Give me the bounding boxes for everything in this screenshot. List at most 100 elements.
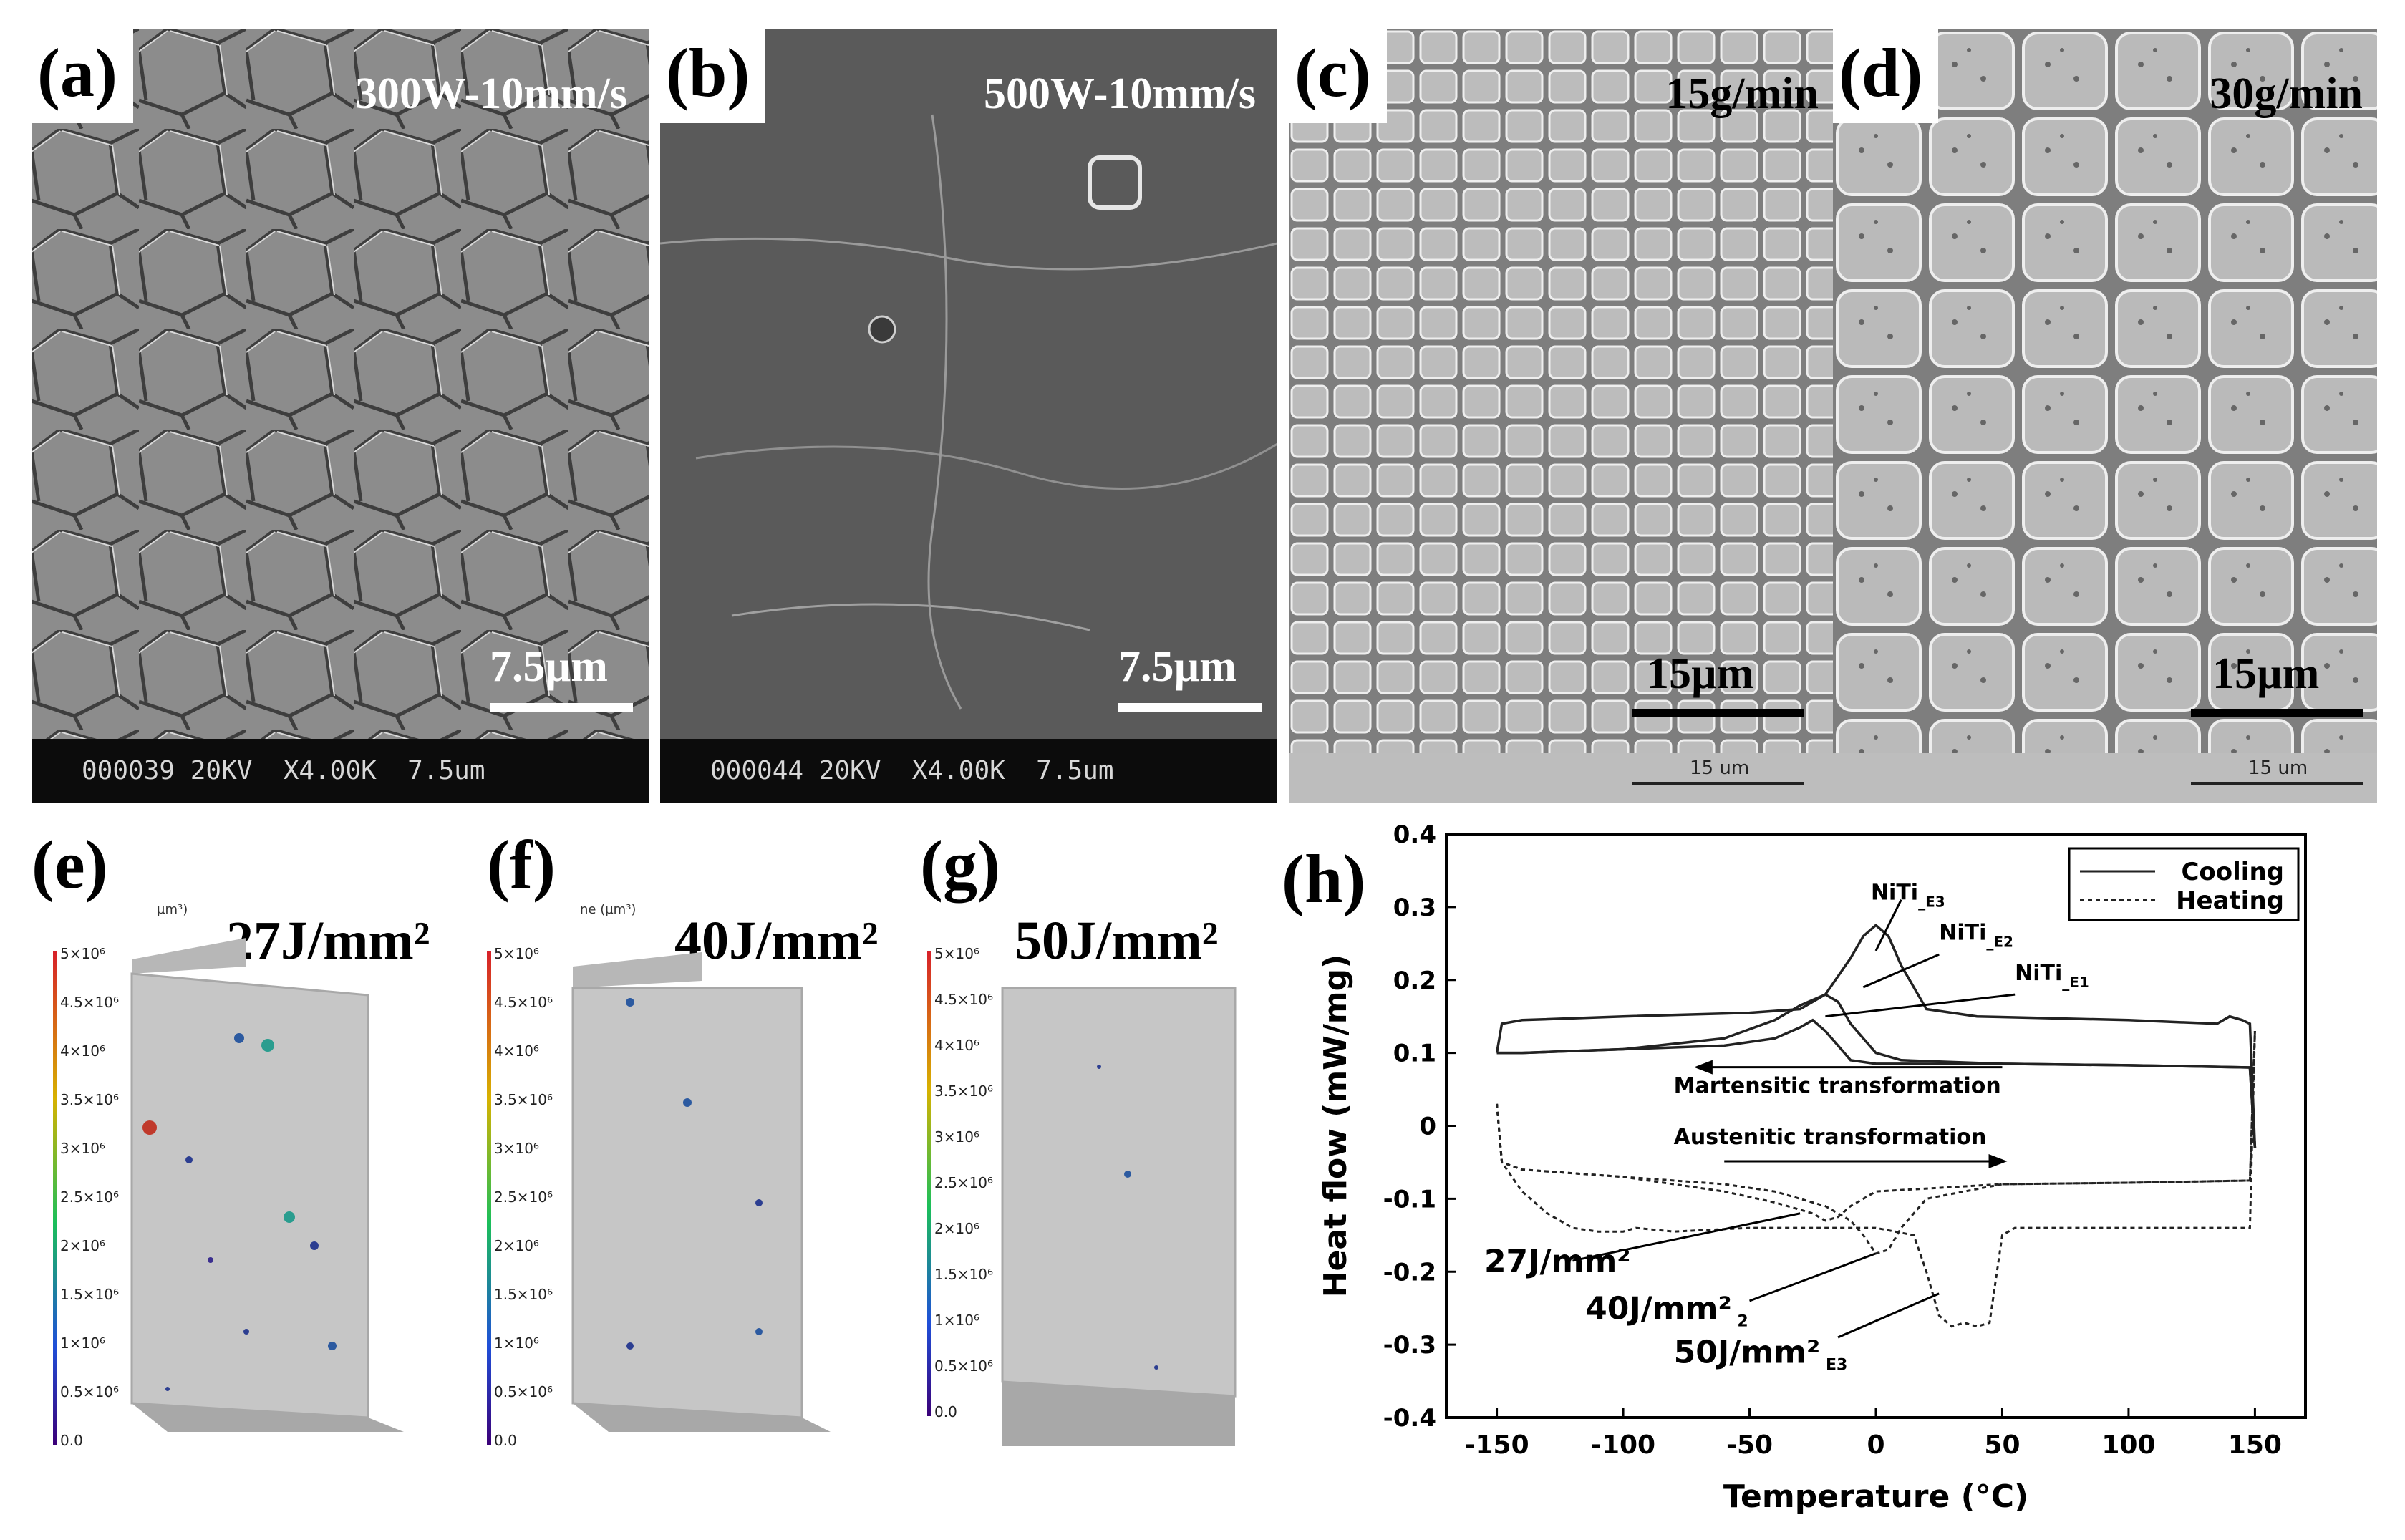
colorbar-title-e: µm³) <box>157 902 188 917</box>
colorbar-e <box>53 951 57 1445</box>
annotation: Austenitic transformation <box>1674 1125 1987 1150</box>
cb-tick: 5×10⁶ <box>494 945 539 962</box>
bar2-line-d <box>2191 782 2363 785</box>
bar2-text-c: 15 um <box>1690 757 1750 779</box>
cb-tick: 0.5×10⁶ <box>60 1383 120 1400</box>
colorbar-title-f: ne (µm³) <box>580 902 637 917</box>
y-tick-label: -0.2 <box>1383 1258 1436 1287</box>
annotation: 27J/mm² <box>1484 1243 1631 1279</box>
y-tick-label: -0.3 <box>1383 1331 1436 1360</box>
legend-box <box>2068 847 2300 921</box>
pointer-arrow <box>1874 899 1902 951</box>
xct-volume-f <box>487 951 831 1445</box>
pointer-arrow <box>1837 1292 1940 1339</box>
annotation: 40J/mm² 2 <box>1585 1290 1748 1330</box>
x-tick-label: 0 <box>1867 1430 1884 1460</box>
pointer-arrow <box>1862 953 1940 989</box>
cb-tick: 4.5×10⁶ <box>934 991 994 1008</box>
legend-entry: Cooling <box>2181 858 2284 886</box>
x-tick-label: 150 <box>2228 1430 2282 1460</box>
sem-image-d <box>1833 29 2377 803</box>
energy-label-g: 50J/mm² <box>1006 909 1227 972</box>
cb-tick: 4×10⁶ <box>60 1042 105 1060</box>
panel-letter-b: (b) <box>660 29 766 123</box>
xct-panel-e: (e) µm³) 27J/mm² 5×10⁶ 4.5×10⁶ 4×10⁶ 3.5… <box>32 830 475 1461</box>
scale-bar-d <box>2191 709 2363 717</box>
condition-label-c: 15g/min <box>1665 69 1819 118</box>
y-tick-label: 0 <box>1419 1113 1436 1141</box>
x-tick-label: 50 <box>1984 1430 2020 1460</box>
cb-tick: 2.5×10⁶ <box>494 1188 553 1206</box>
condition-label-d: 30g/min <box>2210 69 2363 118</box>
sem-databar-b: 000044 20KV X4.00K 7.5um <box>660 739 1277 803</box>
scale-label-c: 15µm <box>1647 649 1754 698</box>
y-axis-label: Heat flow (mW/mg) <box>1317 954 1354 1298</box>
sem-databar-a: 000039 20KV X4.00K 7.5um <box>32 739 649 803</box>
energy-label-e: 27J/mm² <box>218 909 439 972</box>
cb-tick: 4.5×10⁶ <box>494 994 553 1011</box>
scale-label-a: 7.5µm <box>490 642 608 691</box>
panel-letter-d: (d) <box>1833 29 1939 123</box>
annotation: NiTi_E1 <box>2015 961 2089 991</box>
sem-databar-c: 15 um <box>1289 753 1833 803</box>
annotation: Martensitic transformation <box>1674 1074 2001 1099</box>
cb-tick: 0.0 <box>60 1432 83 1449</box>
panel-letter-e: (e) <box>32 830 108 903</box>
cb-tick: 1×10⁶ <box>60 1335 105 1352</box>
condition-label-b: 500W-10mm/s <box>984 69 1256 118</box>
panel-letter-a: (a) <box>32 29 133 123</box>
cb-tick: 0.0 <box>934 1403 957 1420</box>
cb-tick: 3×10⁶ <box>494 1140 539 1157</box>
cb-tick: 3×10⁶ <box>60 1140 105 1157</box>
legend-entry: Heating <box>2176 886 2284 915</box>
sem-panel-a: (a) 300W-10mm/s 7.5µm 000039 20KV X4.00K… <box>32 29 649 803</box>
series-line-50J/mm² <box>1496 1031 2256 1328</box>
sem-image-c <box>1289 29 1833 803</box>
scale-label-b: 7.5µm <box>1118 642 1237 691</box>
cb-tick: 3.5×10⁶ <box>60 1091 120 1108</box>
annotation: NiTi_E3 <box>1871 881 1945 911</box>
chart-panel-h: (h) -150 -100 -50 0 50 100 150 -0.4 -0.3 -0.2 -0.1… <box>1282 816 2384 1532</box>
scale-bar-c <box>1632 709 1804 717</box>
x-tick-label: -100 <box>1591 1430 1655 1460</box>
x-tick-label: -150 <box>1465 1430 1529 1460</box>
cb-tick: 3.5×10⁶ <box>494 1091 553 1108</box>
x-tick-label: -50 <box>1726 1430 1773 1460</box>
y-tick-label: -0.1 <box>1383 1185 1436 1214</box>
cb-tick: 2×10⁶ <box>934 1220 979 1237</box>
x-tick-label: 100 <box>2101 1430 2155 1460</box>
series-line-NiTi_E3 <box>1495 923 2257 1148</box>
arrow-head <box>1693 1060 1713 1075</box>
cb-tick: 5×10⁶ <box>934 945 979 962</box>
energy-label-f: 40J/mm² <box>666 909 887 972</box>
y-tick-label: 0.2 <box>1393 967 1436 995</box>
cb-tick: 0.5×10⁶ <box>934 1357 994 1375</box>
colorbar-f <box>487 951 491 1445</box>
x-axis-label: Temperature (°C) <box>1723 1478 2028 1515</box>
scale-bar-a <box>490 703 633 712</box>
cb-tick: 0.5×10⁶ <box>494 1383 553 1400</box>
sem-panel-c: (c) 15g/min 15µm 15 um <box>1289 29 1833 803</box>
scale-label-d: 15µm <box>2212 649 2320 698</box>
xct-volume-e <box>53 938 404 1445</box>
series-line-40J/mm² <box>1496 1031 2256 1255</box>
cb-tick: 1×10⁶ <box>494 1335 539 1352</box>
cb-tick: 5×10⁶ <box>60 945 105 962</box>
xct-panel-g: (g) 50J/mm² 5×10⁶ 4.5×10⁶ 4×10⁶ 3.5×10⁶ … <box>920 830 1292 1461</box>
scale-bar-b <box>1118 703 1262 712</box>
annotation: NiTi_E2 <box>1939 921 2013 951</box>
y-tick-label: -0.4 <box>1383 1404 1436 1433</box>
cb-tick: 4.5×10⁶ <box>60 994 120 1011</box>
cb-tick: 1.5×10⁶ <box>934 1266 994 1283</box>
annotation: 50J/mm² E3 <box>1674 1335 1848 1375</box>
bar2-text-d: 15 um <box>2248 757 2308 779</box>
cb-tick: 1.5×10⁶ <box>494 1286 553 1303</box>
sem-panel-b: (b) 500W-10mm/s 7.5µm 000044 20KV X4.00K… <box>660 29 1277 803</box>
arrow-head <box>1988 1153 2008 1168</box>
cb-tick: 4×10⁶ <box>934 1037 979 1054</box>
panel-letter-c: (c) <box>1289 29 1387 123</box>
sem-panel-d: (d) 30g/min 15µm 15 um <box>1833 29 2377 803</box>
y-tick-label: 0.3 <box>1393 894 1436 922</box>
y-tick-label: 0.4 <box>1393 820 1436 849</box>
cb-tick: 4×10⁶ <box>494 1042 539 1060</box>
